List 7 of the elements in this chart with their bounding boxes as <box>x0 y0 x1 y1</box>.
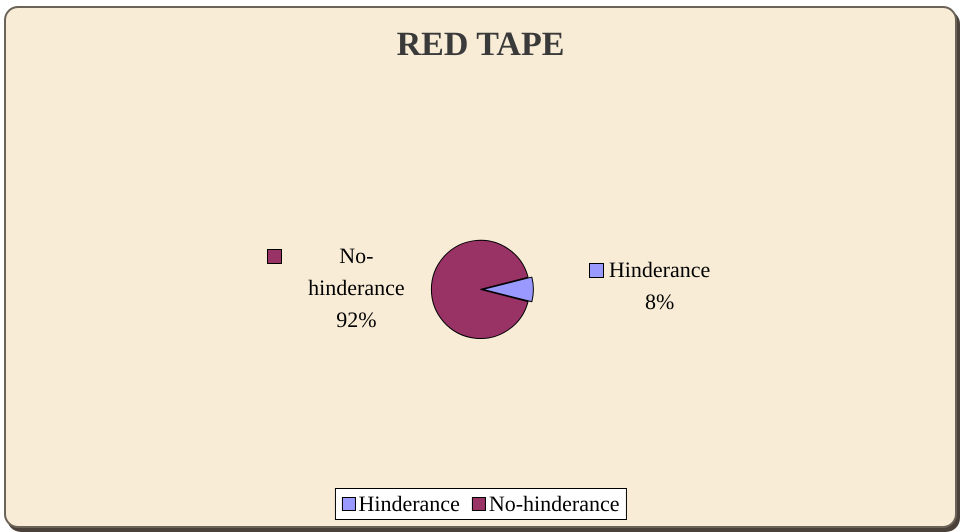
slice-label: No-hinderance <box>308 243 405 300</box>
chart-title: RED TAPE <box>396 26 564 64</box>
data-label: 92% <box>336 307 377 332</box>
legend-label: Hinderance <box>608 257 710 282</box>
legend-label: No-hinderance <box>488 491 620 517</box>
category-label: Hinderance <box>358 491 460 516</box>
data-label: 8% <box>644 289 674 314</box>
